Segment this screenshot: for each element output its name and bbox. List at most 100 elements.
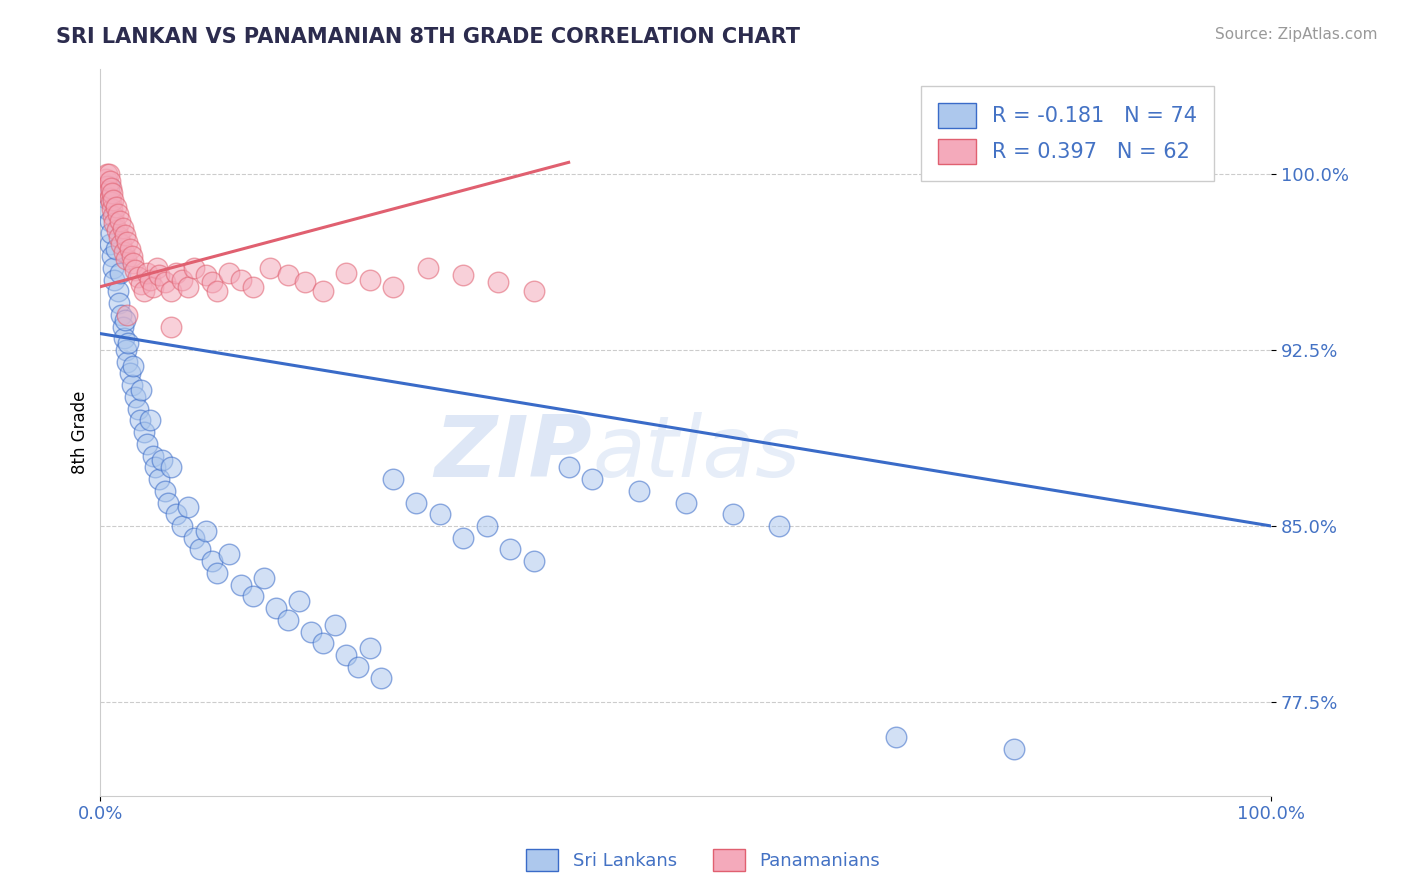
Point [557, 460, 579, 475]
Point [218, 266, 240, 280]
Point [627, 483, 650, 498]
Point [115, 343, 138, 357]
Point [359, 273, 381, 287]
Text: SRI LANKAN VS PANAMANIAN 8TH GRADE CORRELATION CHART: SRI LANKAN VS PANAMANIAN 8TH GRADE CORRE… [56, 27, 800, 46]
Point [229, 577, 252, 591]
Point [111, 221, 134, 235]
Point [127, 270, 149, 285]
Point [675, 495, 697, 509]
Point [101, 249, 124, 263]
Point [124, 390, 146, 404]
Legend: R = -0.181   N = 74, R = 0.397   N = 62: R = -0.181 N = 74, R = 0.397 N = 62 [921, 87, 1213, 181]
Point [359, 640, 381, 655]
Point [218, 547, 240, 561]
Point [153, 275, 176, 289]
Y-axis label: 8th Grade: 8th Grade [72, 391, 89, 474]
Point [299, 624, 322, 639]
Point [118, 242, 141, 256]
Point [103, 273, 125, 287]
Point [98, 214, 121, 228]
Point [522, 554, 544, 568]
Point [96, 167, 118, 181]
Point [138, 413, 160, 427]
Point [103, 210, 125, 224]
Point [153, 483, 176, 498]
Point [104, 200, 127, 214]
Point [177, 279, 200, 293]
Point [721, 508, 744, 522]
Point [405, 495, 427, 509]
Point [148, 472, 170, 486]
Point [117, 235, 139, 249]
Point [264, 601, 287, 615]
Point [475, 519, 498, 533]
Point [453, 531, 475, 545]
Point [96, 171, 118, 186]
Text: ZIP: ZIP [434, 412, 592, 495]
Point [97, 167, 120, 181]
Point [131, 277, 153, 292]
Point [121, 378, 143, 392]
Point [453, 268, 475, 282]
Point [138, 273, 160, 287]
Point [127, 401, 149, 416]
Point [335, 648, 357, 662]
Point [886, 730, 908, 744]
Point [100, 181, 122, 195]
Point [114, 312, 136, 326]
Point [288, 594, 311, 608]
Point [370, 672, 392, 686]
Point [110, 308, 132, 322]
Point [145, 260, 167, 275]
Point [418, 260, 440, 275]
Point [142, 449, 165, 463]
Point [277, 613, 299, 627]
Point [112, 244, 135, 259]
Point [429, 508, 451, 522]
Point [100, 195, 122, 210]
Point [172, 273, 194, 287]
Point [581, 472, 603, 486]
Point [277, 268, 299, 282]
Text: atlas: atlas [592, 412, 800, 495]
Point [152, 453, 174, 467]
Point [165, 508, 187, 522]
Point [159, 319, 181, 334]
Point [294, 275, 316, 289]
Point [114, 228, 136, 243]
Point [110, 266, 132, 280]
Point [129, 413, 152, 427]
Point [382, 472, 405, 486]
Point [111, 319, 134, 334]
Point [188, 542, 211, 557]
Point [183, 531, 205, 545]
Point [499, 542, 522, 557]
Point [347, 659, 370, 673]
Point [107, 207, 129, 221]
Point [148, 268, 170, 282]
Point [1002, 742, 1025, 756]
Point [522, 285, 544, 299]
Point [200, 554, 222, 568]
Point [312, 285, 335, 299]
Point [335, 266, 357, 280]
Point [253, 571, 276, 585]
Point [110, 237, 132, 252]
Point [136, 266, 159, 280]
Legend: Sri Lankans, Panamanians: Sri Lankans, Panamanians [519, 842, 887, 879]
Point [242, 590, 264, 604]
Point [165, 266, 187, 280]
Point [104, 242, 127, 256]
Text: Source: ZipAtlas.com: Source: ZipAtlas.com [1215, 27, 1378, 42]
Point [323, 617, 346, 632]
Point [100, 226, 122, 240]
Point [98, 174, 121, 188]
Point [207, 285, 229, 299]
Point [207, 566, 229, 580]
Point [177, 500, 200, 515]
Point [96, 190, 118, 204]
Point [101, 186, 124, 200]
Point [108, 230, 131, 244]
Point [145, 460, 167, 475]
Point [110, 214, 132, 228]
